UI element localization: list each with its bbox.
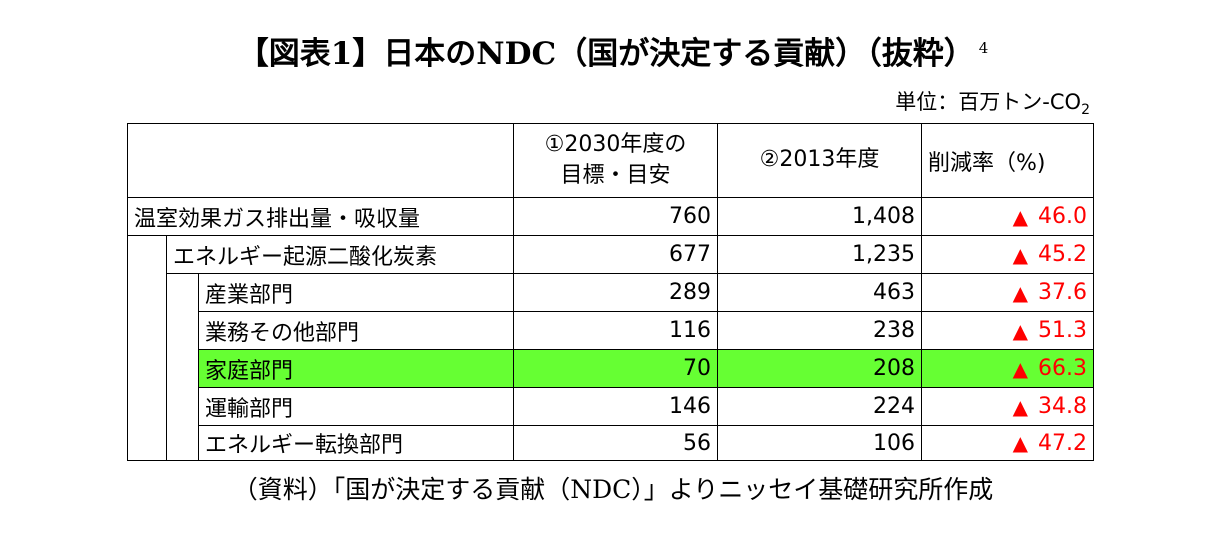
row-2013-value: 106 <box>717 425 922 461</box>
row-reduction-rate: ▲ 37.6 <box>921 273 1094 312</box>
row-2013-value: 1,408 <box>717 197 922 236</box>
row-2030-value: 677 <box>513 235 718 274</box>
row-reduction-rate: ▲ 45.2 <box>921 235 1094 274</box>
rate-value: 37.6 <box>1038 280 1087 305</box>
row-reduction-rate: ▲ 46.0 <box>921 197 1094 236</box>
header-empty-cell <box>127 123 514 198</box>
header-2030-line2: 目標・目安 <box>560 162 671 188</box>
rate-value: 46.0 <box>1038 204 1087 229</box>
row-label-highlighted: 家庭部門 <box>198 349 514 388</box>
header-2013: ②2013年度 <box>717 123 922 198</box>
down-triangle-icon: ▲ <box>1012 280 1029 305</box>
row-2030-value: 146 <box>513 387 718 426</box>
down-triangle-icon: ▲ <box>1012 204 1029 229</box>
row-label: 産業部門 <box>198 273 514 312</box>
row-reduction-rate: ▲ 47.2 <box>921 425 1094 461</box>
row-label: 温室効果ガス排出量・吸収量 <box>127 197 514 236</box>
row-2030-value: 116 <box>513 311 718 350</box>
row-label: エネルギー転換部門 <box>198 425 514 461</box>
rate-value: 34.8 <box>1038 394 1087 419</box>
row-2030-value: 760 <box>513 197 718 236</box>
row-reduction-rate: ▲ 34.8 <box>921 387 1094 426</box>
rate-value: 47.2 <box>1038 430 1087 456</box>
indent-spacer-level1 <box>127 235 167 461</box>
down-triangle-icon: ▲ <box>1012 431 1029 455</box>
row-2013-value: 1,235 <box>717 235 922 274</box>
rate-value: 45.2 <box>1038 242 1087 267</box>
row-2013-value: 224 <box>717 387 922 426</box>
row-label: 運輸部門 <box>198 387 514 426</box>
ndc-table: ①2030年度の 目標・目安 ②2013年度 削減率（%) 温室効果ガス排出量・… <box>127 123 1094 461</box>
row-2013-value: 238 <box>717 311 922 350</box>
unit-subscript: 2 <box>1081 102 1090 119</box>
down-triangle-icon: ▲ <box>1012 356 1029 381</box>
source-note: （資料）「国が決定する貢献（NDC）」よりニッセイ基礎研究所作成 <box>232 475 994 504</box>
down-triangle-icon: ▲ <box>1012 318 1029 343</box>
row-reduction-rate-highlighted: ▲ 66.3 <box>921 349 1094 388</box>
title-footnote: 4 <box>978 38 989 57</box>
row-2013-value-highlighted: 208 <box>717 349 922 388</box>
rate-value: 66.3 <box>1038 356 1087 381</box>
header-2030-target: ①2030年度の 目標・目安 <box>513 123 718 198</box>
row-2013-value: 463 <box>717 273 922 312</box>
header-reduction-rate: 削減率（%) <box>921 123 1094 198</box>
row-label: エネルギー起源二酸化炭素 <box>166 235 514 274</box>
rate-value: 51.3 <box>1038 318 1087 343</box>
down-triangle-icon: ▲ <box>1012 242 1029 267</box>
row-reduction-rate: ▲ 51.3 <box>921 311 1094 350</box>
row-2030-value: 56 <box>513 425 718 461</box>
figure-title: 【図表1】日本のNDC（国が決定する貢献）（抜粋） 4 <box>237 36 989 72</box>
indent-spacer-level2 <box>166 273 199 461</box>
down-triangle-icon: ▲ <box>1012 394 1029 419</box>
row-2030-value-highlighted: 70 <box>513 349 718 388</box>
row-2030-value: 289 <box>513 273 718 312</box>
header-2030-line1: ①2030年度の <box>544 131 687 157</box>
row-label: 業務その他部門 <box>198 311 514 350</box>
unit-label: 単位：百万トン-CO2 <box>895 90 1090 119</box>
